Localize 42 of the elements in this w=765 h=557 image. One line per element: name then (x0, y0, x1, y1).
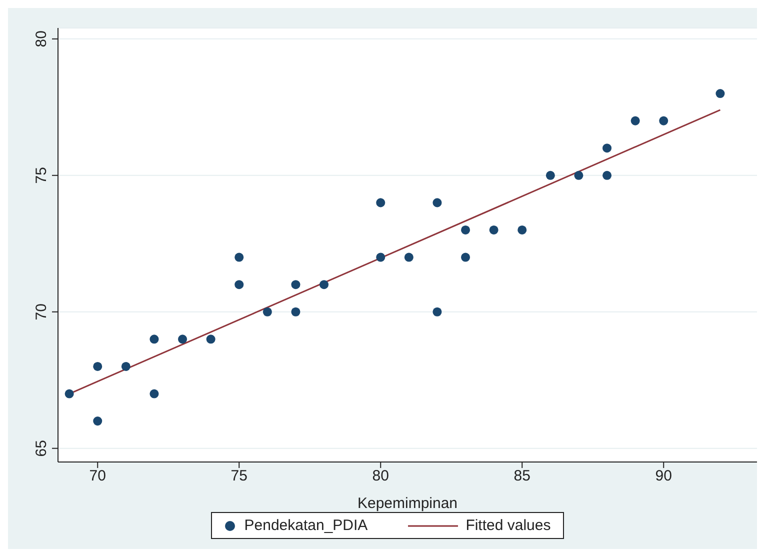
point (602, 144, 612, 153)
x-tick-label: 80 (372, 468, 389, 485)
point (206, 334, 216, 344)
y-tick-label: 65 (33, 440, 50, 457)
y-tick-label: 80 (33, 30, 50, 48)
point (121, 362, 130, 371)
y-tick-label: 70 (33, 304, 50, 320)
point (574, 170, 584, 180)
point (432, 307, 442, 316)
point (291, 307, 300, 316)
point (64, 389, 74, 398)
x-axis-title: Kepemimpinan (357, 495, 458, 512)
point (518, 225, 527, 234)
legend-label: Pendekatan_PDIA (243, 517, 368, 534)
point (630, 116, 640, 126)
point (376, 198, 386, 208)
point (489, 225, 498, 234)
point (150, 389, 159, 398)
point (461, 225, 470, 234)
point (262, 307, 272, 316)
point (659, 116, 668, 126)
point (404, 252, 414, 262)
point (93, 362, 102, 371)
point (320, 280, 329, 290)
x-tick-label: 75 (230, 468, 248, 485)
point (291, 280, 300, 290)
x-tick-label: 90 (655, 468, 672, 485)
x-tick-label: 85 (514, 468, 530, 485)
point (432, 198, 442, 208)
point (461, 252, 470, 262)
point (716, 89, 725, 98)
point (178, 334, 188, 344)
point (546, 170, 555, 180)
point (234, 252, 244, 262)
legend-label: Fitted values (464, 517, 551, 534)
point (150, 334, 159, 344)
x-tick-label: 70 (89, 468, 106, 485)
point (376, 252, 386, 262)
point (93, 416, 102, 426)
y-tick-label: 75 (33, 167, 50, 184)
point (234, 280, 244, 290)
point (602, 170, 612, 180)
